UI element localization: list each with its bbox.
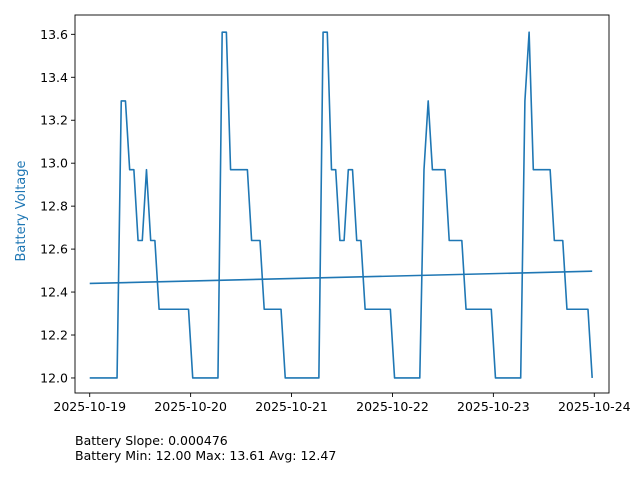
y-tick-label: 12.2 [40,328,68,343]
series-line-0 [89,31,593,379]
series-line-1 [89,270,593,285]
y-tick-label: 13.6 [40,27,68,42]
y-tick-label: 12.0 [40,370,68,385]
plot-area [74,14,610,394]
y-axis-label: Battery Voltage [14,160,29,261]
x-tick-label: 2025-10-23 [457,399,530,414]
y-tick-label: 12.6 [40,242,68,257]
y-axis: 12.0 12.2 12.4 12.6 12.8 13.0 13.2 13.4 13.6 [40,27,75,385]
x-axis: 2025-10-19 2025-10-20 2025-10-21 2025-10-22… [53,393,631,414]
y-tick-label: 13.0 [40,156,68,171]
x-tick-label: 2025-10-21 [255,399,328,414]
x-tick-label: 2025-10-19 [53,399,126,414]
x-tick-label: 2025-10-20 [154,399,227,414]
battery-stats-text: Battery Min: 12.00 Max: 13.61 Avg: 12.47 [75,448,337,463]
y-tick-label: 12.8 [40,199,68,214]
x-tick-label: 2025-10-24 [558,399,631,414]
x-tick-label: 2025-10-22 [356,399,429,414]
y-tick-label: 12.4 [40,285,68,300]
plot-frame [74,14,610,394]
battery-slope-text: Battery Slope: 0.000476 [75,433,228,448]
y-tick-label: 13.4 [40,70,68,85]
y-tick-label: 13.2 [40,113,68,128]
stats-footer: Battery Slope: 0.000476 Battery Min: 12.0… [75,433,336,463]
